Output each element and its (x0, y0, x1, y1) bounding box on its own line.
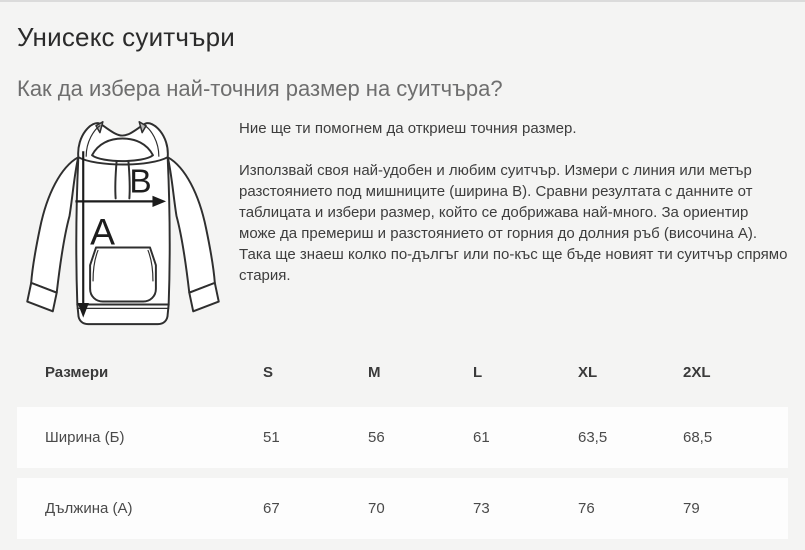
measure-label-a: A (90, 211, 115, 253)
header-cell-m: M (368, 363, 381, 381)
value-cell: 76 (578, 500, 595, 517)
header-cell-s: S (263, 363, 274, 381)
guide-section: A B Ние ще ти помогнем да откриеш точния… (17, 112, 788, 330)
page-subtitle: Как да избера най-точния размер на суитч… (17, 76, 503, 101)
hoodie-measurement-diagram: A B (17, 112, 229, 330)
size-guide-page: Унисекс суитчъри Как да избера най-точни… (0, 22, 805, 539)
value-cell: 56 (368, 429, 385, 446)
header-cell-sizes: Размери (45, 363, 109, 381)
header-cell-2xl: 2XL (683, 363, 711, 381)
hoodie-illustration (26, 121, 220, 326)
table-row-length: Дължина (А) 67 70 73 76 79 (17, 478, 788, 539)
page-title: Унисекс суитчъри (17, 22, 235, 52)
value-cell: 79 (683, 500, 700, 517)
measure-label-b: B (129, 164, 151, 201)
header-cell-l: L (473, 363, 483, 381)
row-label: Дължина (А) (45, 500, 133, 517)
header-cell-xl: XL (578, 363, 598, 381)
size-table-header: Размери S M L XL 2XL (17, 337, 788, 407)
value-cell: 63,5 (578, 429, 608, 446)
value-cell: 70 (368, 500, 385, 517)
value-cell: 51 (263, 429, 280, 446)
value-cell: 73 (473, 500, 490, 517)
intro-text: Ние ще ти помогнем да откриеш точния раз… (239, 120, 577, 137)
value-cell: 67 (263, 500, 280, 517)
table-row-width: Ширина (Б) 51 56 61 63,5 68,5 (17, 407, 788, 468)
row-label: Ширина (Б) (45, 429, 125, 446)
guide-text: Ние ще ти помогнем да откриеш точния раз… (229, 112, 788, 286)
value-cell: 61 (473, 429, 490, 446)
value-cell: 68,5 (683, 429, 713, 446)
size-table: Размери S M L XL 2XL Ширина (Б) 51 56 61… (17, 337, 788, 539)
arrow-a (77, 151, 89, 318)
arrow-b (75, 195, 167, 208)
hoodie-diagram-svg: A B (26, 121, 220, 326)
instructions-text: Използвай своя най-удобен и любим суитчъ… (239, 162, 788, 284)
